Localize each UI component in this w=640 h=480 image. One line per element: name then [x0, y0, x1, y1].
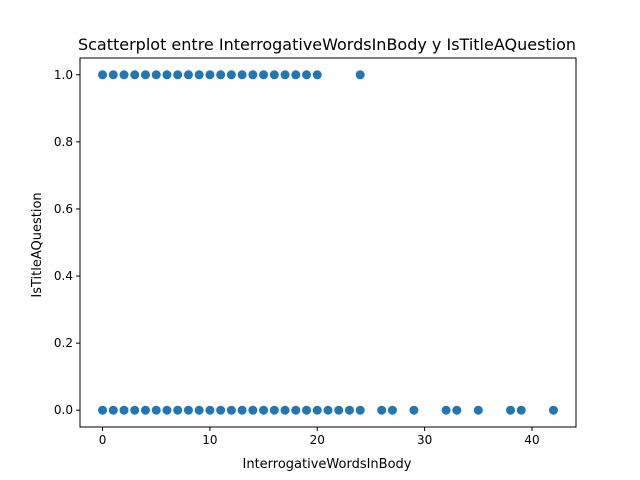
scatter-point	[151, 70, 161, 80]
y-tick-label: 0.8	[54, 135, 73, 149]
scatter-point	[140, 405, 150, 415]
scatter-point	[248, 70, 258, 80]
scatter-point	[302, 405, 312, 415]
y-tick-label: 0.2	[54, 336, 73, 350]
scatter-point	[98, 70, 108, 80]
x-tick-label: 0	[99, 433, 107, 447]
scatter-point	[452, 405, 462, 415]
data-points	[98, 70, 558, 415]
scatter-point	[473, 405, 483, 415]
scatter-point	[377, 405, 387, 415]
scatter-point	[302, 70, 312, 80]
scatter-point	[548, 405, 558, 415]
x-tick-label: 10	[202, 433, 217, 447]
x-tick-label: 30	[417, 433, 432, 447]
scatter-point	[140, 70, 150, 80]
scatter-point	[269, 405, 279, 415]
scatter-point	[183, 70, 193, 80]
scatter-point	[291, 405, 301, 415]
scatter-point	[237, 70, 247, 80]
scatter-point	[237, 405, 247, 415]
scatter-point	[194, 70, 204, 80]
scatter-point	[194, 405, 204, 415]
scatter-point	[226, 70, 236, 80]
chart-title: Scatterplot entre InterrogativeWordsInBo…	[78, 35, 576, 54]
scatter-point	[216, 405, 226, 415]
scatter-point	[259, 70, 269, 80]
scatter-point	[387, 405, 397, 415]
scatter-point	[130, 70, 140, 80]
y-axis-label: IsTitleAQuestion	[30, 192, 45, 297]
scatter-point	[119, 405, 129, 415]
scatter-point	[248, 405, 258, 415]
scatter-point	[323, 405, 333, 415]
scatter-point	[269, 70, 279, 80]
scatter-point	[259, 405, 269, 415]
scatter-point	[151, 405, 161, 415]
scatter-point	[355, 70, 365, 80]
scatter-point	[162, 70, 172, 80]
scatter-point	[226, 405, 236, 415]
plot-frame	[79, 57, 577, 428]
y-tick-label: 0.6	[54, 202, 73, 216]
scatter-point	[334, 405, 344, 415]
y-tick-label: 0.0	[54, 403, 73, 417]
scatter-point	[280, 70, 290, 80]
scatter-point	[355, 405, 365, 415]
y-axis-ticks: 0.0 0.2 0.4 0.6 0.8 1.0	[54, 68, 80, 417]
scatter-point	[173, 70, 183, 80]
scatter-point	[183, 405, 193, 415]
scatter-point	[108, 70, 118, 80]
scatter-point	[173, 405, 183, 415]
scatter-point	[344, 405, 354, 415]
x-axis-label: InterrogativeWordsInBody	[243, 457, 412, 472]
scatter-point	[205, 70, 215, 80]
scatter-point	[130, 405, 140, 415]
scatter-point	[409, 405, 419, 415]
scatter-point	[280, 405, 290, 415]
scatter-point	[98, 405, 108, 415]
scatter-point	[216, 70, 226, 80]
scatter-point	[205, 405, 215, 415]
scatter-point	[312, 405, 322, 415]
scatter-point	[506, 405, 516, 415]
scatter-point	[291, 70, 301, 80]
x-axis-ticks: 0 10 20 30 40	[99, 427, 540, 447]
scatter-point	[162, 405, 172, 415]
x-tick-label: 20	[310, 433, 325, 447]
scatter-point	[516, 405, 526, 415]
scatter-point	[108, 405, 118, 415]
scatter-point	[312, 70, 322, 80]
y-tick-label: 0.4	[54, 269, 73, 283]
scatter-point	[441, 405, 451, 415]
y-tick-label: 1.0	[54, 68, 73, 82]
scatter-point	[119, 70, 129, 80]
x-tick-label: 40	[524, 433, 539, 447]
